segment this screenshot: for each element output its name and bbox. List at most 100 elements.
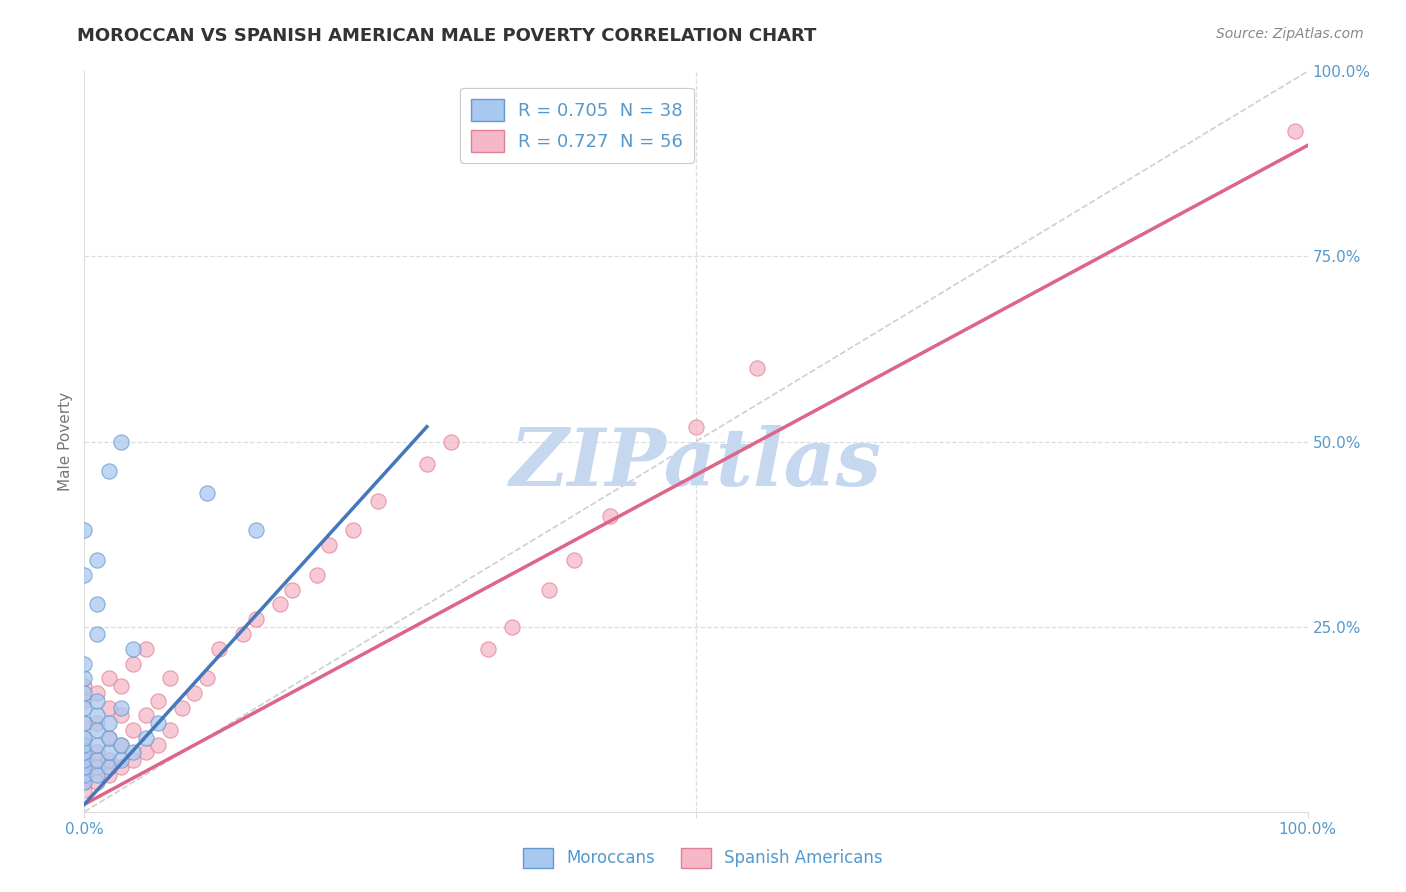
- Point: [195, 486, 218, 500]
- Point: [208, 641, 231, 656]
- Point: [97, 731, 120, 745]
- Point: [110, 738, 132, 752]
- Point: [281, 582, 304, 597]
- Point: [86, 694, 108, 708]
- Point: [73, 746, 96, 760]
- Point: [110, 760, 132, 774]
- Point: [73, 686, 96, 700]
- Point: [110, 679, 132, 693]
- Point: [73, 760, 96, 774]
- Point: [172, 701, 194, 715]
- Point: [73, 760, 96, 774]
- Point: [97, 701, 120, 715]
- Point: [269, 598, 291, 612]
- Point: [97, 715, 120, 730]
- Point: [367, 493, 389, 508]
- Point: [195, 672, 218, 686]
- Point: [73, 767, 96, 781]
- Point: [342, 524, 364, 538]
- Point: [1284, 123, 1306, 137]
- Point: [86, 767, 108, 781]
- Point: [232, 627, 254, 641]
- Point: [135, 708, 157, 723]
- Point: [122, 641, 145, 656]
- Point: [110, 701, 132, 715]
- Point: [73, 701, 96, 715]
- Point: [135, 641, 157, 656]
- Point: [159, 672, 181, 686]
- Point: [86, 760, 108, 774]
- Point: [73, 731, 96, 745]
- Point: [73, 715, 96, 730]
- Point: [73, 753, 96, 767]
- Point: [73, 524, 96, 538]
- Point: [97, 731, 120, 745]
- Point: [86, 775, 108, 789]
- Point: [97, 746, 120, 760]
- Y-axis label: Male Poverty: Male Poverty: [58, 392, 73, 491]
- Point: [122, 746, 145, 760]
- Point: [86, 723, 108, 738]
- Point: [502, 619, 524, 633]
- Point: [685, 419, 707, 434]
- Point: [245, 612, 267, 626]
- Legend: Moroccans, Spanish Americans: Moroccans, Spanish Americans: [517, 841, 889, 875]
- Point: [73, 753, 96, 767]
- Legend: R = 0.705  N = 38, R = 0.727  N = 56: R = 0.705 N = 38, R = 0.727 N = 56: [460, 87, 693, 162]
- Point: [146, 694, 169, 708]
- Point: [73, 775, 96, 789]
- Point: [110, 434, 132, 449]
- Point: [97, 464, 120, 478]
- Point: [86, 553, 108, 567]
- Point: [73, 679, 96, 693]
- Point: [86, 708, 108, 723]
- Point: [73, 657, 96, 671]
- Point: [110, 708, 132, 723]
- Point: [599, 508, 621, 523]
- Point: [122, 657, 145, 671]
- Point: [110, 738, 132, 752]
- Point: [86, 598, 108, 612]
- Point: [86, 753, 108, 767]
- Point: [562, 553, 585, 567]
- Point: [97, 753, 120, 767]
- Point: [73, 731, 96, 745]
- Text: ZIPatlas: ZIPatlas: [510, 425, 882, 502]
- Point: [86, 627, 108, 641]
- Point: [73, 567, 96, 582]
- Point: [146, 738, 169, 752]
- Point: [440, 434, 463, 449]
- Point: [110, 753, 132, 767]
- Point: [159, 723, 181, 738]
- Point: [73, 782, 96, 797]
- Point: [86, 715, 108, 730]
- Point: [86, 738, 108, 752]
- Point: [73, 767, 96, 781]
- Point: [97, 672, 120, 686]
- Point: [86, 746, 108, 760]
- Text: Source: ZipAtlas.com: Source: ZipAtlas.com: [1216, 27, 1364, 41]
- Point: [305, 567, 328, 582]
- Point: [73, 738, 96, 752]
- Point: [97, 767, 120, 781]
- Point: [73, 715, 96, 730]
- Point: [747, 360, 769, 375]
- Point: [97, 760, 120, 774]
- Point: [183, 686, 205, 700]
- Point: [135, 746, 157, 760]
- Point: [73, 694, 96, 708]
- Point: [146, 715, 169, 730]
- Point: [416, 457, 439, 471]
- Point: [477, 641, 499, 656]
- Point: [73, 775, 96, 789]
- Point: [318, 538, 340, 552]
- Point: [73, 672, 96, 686]
- Point: [245, 524, 267, 538]
- Point: [86, 686, 108, 700]
- Point: [122, 723, 145, 738]
- Point: [135, 731, 157, 745]
- Point: [73, 746, 96, 760]
- Text: MOROCCAN VS SPANISH AMERICAN MALE POVERTY CORRELATION CHART: MOROCCAN VS SPANISH AMERICAN MALE POVERT…: [77, 27, 817, 45]
- Point: [122, 753, 145, 767]
- Point: [538, 582, 561, 597]
